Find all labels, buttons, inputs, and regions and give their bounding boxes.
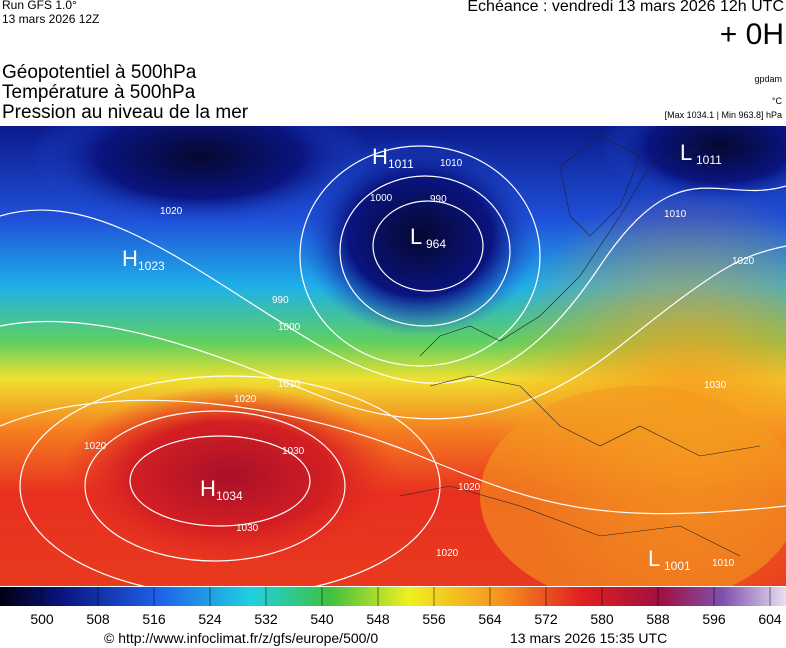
colorbar-label: 604 — [758, 611, 782, 627]
colorbar-label: 588 — [646, 611, 670, 627]
isobars — [0, 145, 786, 586]
center-value: 1023 — [138, 259, 165, 273]
unit: gpdam — [754, 74, 782, 84]
colorbar-label: 580 — [590, 611, 614, 627]
isobar-label: 1000 — [278, 322, 301, 333]
center-value: 964 — [426, 237, 446, 251]
isobar-label: 990 — [272, 295, 289, 306]
isobar-label: 1030 — [236, 523, 259, 534]
center-letter: H — [372, 144, 388, 169]
isobar-label: 1020 — [84, 441, 107, 452]
field-shading — [30, 126, 370, 226]
field: Pression au niveau de la mer — [2, 102, 249, 123]
center-value: 1011 — [388, 157, 414, 171]
field-shading — [60, 386, 400, 566]
colorbar-label: 596 — [702, 611, 726, 627]
lead-time: + 0H — [719, 18, 784, 51]
source: © http://www.infoclimat.fr/z/gfs/europe/… — [104, 630, 379, 646]
isobar-label: 1000 — [370, 193, 393, 204]
created: 13 mars 2026 15:35 UTC — [510, 630, 668, 646]
isobar-label: 1020 — [732, 256, 755, 267]
isobar-label: 1010 — [712, 558, 735, 569]
coastlines — [399, 135, 761, 557]
colorbar-label: 556 — [422, 611, 446, 627]
isobar-label: 1020 — [234, 394, 257, 405]
center-letter: H — [200, 476, 216, 501]
field: Géopotentiel à 500hPa — [2, 62, 197, 83]
colorbar-label: 532 — [254, 611, 278, 627]
isobar-label: 1030 — [704, 380, 727, 391]
run-date: 13 mars 2026 12Z — [2, 12, 100, 26]
colorbar: 500 508 516 524 532 540 548 556 564 572 580 588 596 6… — [0, 587, 786, 627]
run: Run GFS 1.0° — [2, 0, 77, 12]
colorbar-label: 540 — [310, 611, 334, 627]
center-value: 1034 — [216, 489, 243, 503]
colorbar-label: 508 — [86, 611, 110, 627]
center-letter: L — [410, 224, 422, 249]
colorbar-label: 572 — [534, 611, 558, 627]
field-shading — [600, 126, 786, 206]
colorbar-label: 524 — [198, 611, 222, 627]
isobar-label: 1010 — [664, 209, 687, 220]
field: Température à 500hPa — [2, 82, 196, 103]
isobar-label: 990 — [430, 194, 447, 205]
colorbar-label: 500 — [30, 611, 54, 627]
isobar-label: 1020 — [160, 206, 183, 217]
center-value: 1001 — [664, 559, 691, 573]
isobar-label: 1020 — [436, 548, 459, 559]
isobar-label: 1010 — [440, 158, 463, 169]
field-shading — [480, 386, 786, 586]
forecast: Echéance : vendredi 13 mars 2026 12h UTC — [467, 0, 784, 15]
unit: °C — [771, 96, 782, 106]
center-value: 1011 — [696, 153, 722, 167]
colorbar-scale — [0, 587, 786, 606]
unit: [Max 1034.1 | Min 963.8] hPa — [664, 110, 782, 120]
field-shading — [300, 136, 540, 336]
center-letter: L — [680, 140, 692, 165]
colorbar-label: 548 — [366, 611, 390, 627]
colorbar-label: 516 — [142, 611, 166, 627]
isobar-label: 1020 — [458, 482, 481, 493]
isobar-label: 1030 — [282, 446, 305, 457]
isobar-label: 1010 — [278, 379, 301, 390]
center-letter: L — [648, 546, 660, 571]
center-letter: H — [122, 246, 138, 271]
colorbar-label: 564 — [478, 611, 502, 627]
